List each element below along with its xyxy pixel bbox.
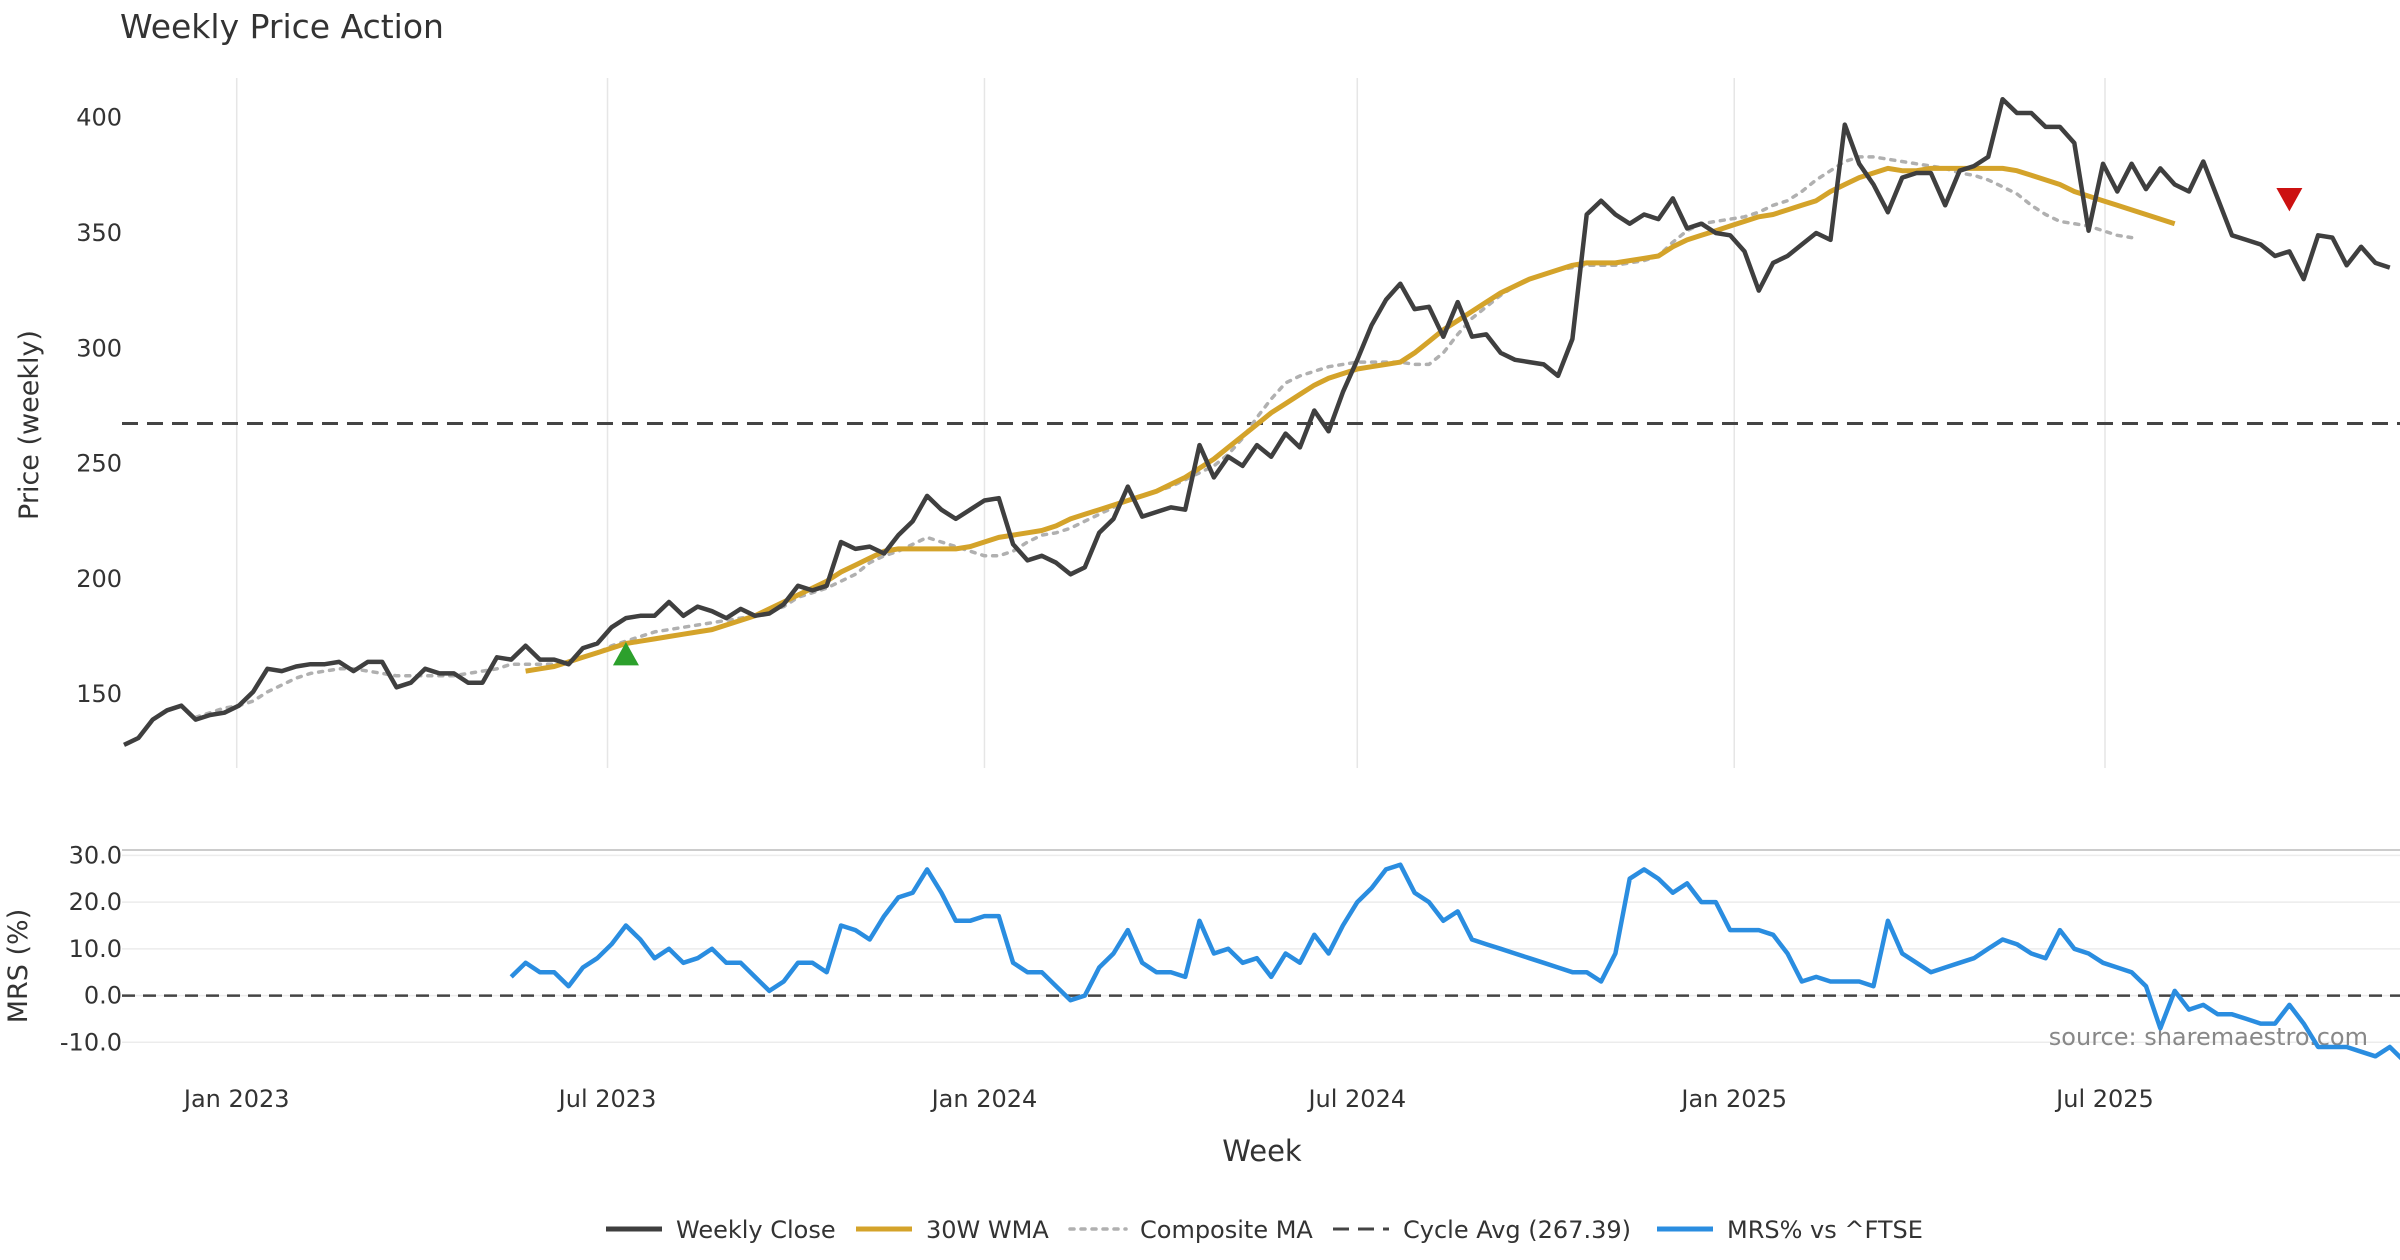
signal-markers [612,187,2303,666]
x-tick-label: Jan 2024 [930,1085,1038,1113]
x-axis: Jan 2023 Jul 2023 Jan 2024 Jul 2024 Jan 2025… [182,1085,2154,1113]
chart-title: Weekly Price Action [120,7,444,46]
composite-ma-line [193,155,2134,720]
x-axis-label: Week [1222,1134,1302,1168]
mrs-y-tick-label: 0.0 [84,982,122,1010]
legend-label: MRS% vs ^FTSE [1727,1216,1923,1244]
source-watermark: source: sharemaestro.com [2049,1023,2368,1051]
legend-item: 30W WMA [856,1216,1049,1244]
legend-item: Weekly Close [606,1216,836,1244]
sell-signal-marker [2276,187,2303,212]
buy-signal-marker [612,641,639,666]
price-y-axis: 150 200 250 300 350 400 [76,104,122,709]
legend-item: Composite MA [1068,1216,1313,1244]
legend: Weekly Close 30W WMA Composite MA Cycle Avg… [606,1216,1923,1244]
mrs-y-axis-label: MRS (%) [3,909,34,1024]
price-y-tick-label: 300 [76,334,122,362]
mrs-y-tick-label: 20.0 [69,888,122,916]
x-tick-label: Jan 2025 [1679,1085,1787,1113]
mrs-line [509,862,2400,1061]
price-y-tick-label: 200 [76,565,122,593]
mrs-y-axis: -10.0 0.0 10.0 20.0 30.0 [60,841,122,1056]
x-tick-label: Jul 2025 [2054,1085,2154,1113]
x-tick-label: Jan 2023 [182,1085,290,1113]
legend-item: MRS% vs ^FTSE [1657,1216,1923,1244]
legend-item: Cycle Avg (267.39) [1333,1216,1631,1244]
mrs-y-tick-label: 30.0 [69,841,122,869]
mrs-gridlines [122,854,2400,1044]
legend-label: Cycle Avg (267.39) [1403,1216,1631,1244]
weekly-close-line [123,96,2391,747]
legend-label: Composite MA [1140,1216,1313,1244]
mrs-y-tick-label: 10.0 [69,935,122,963]
x-tick-label: Jul 2023 [557,1085,657,1113]
price-y-tick-label: 400 [76,104,122,132]
mrs-y-tick-label: -10.0 [60,1028,122,1056]
legend-label: Weekly Close [676,1216,836,1244]
legend-label: 30W WMA [926,1216,1049,1244]
x-tick-label: Jul 2024 [1306,1085,1406,1113]
price-y-tick-label: 150 [76,680,122,708]
price-y-tick-label: 250 [76,450,122,478]
wma-30w-line [525,165,2176,674]
price-y-axis-label: Price (weekly) [14,330,45,520]
price-y-tick-label: 350 [76,219,122,247]
